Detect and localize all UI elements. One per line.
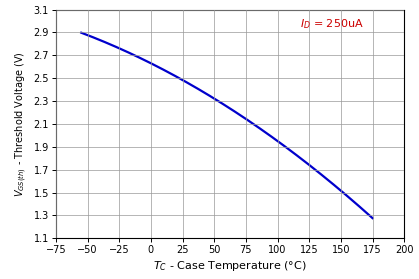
Text: $I_D$ = 250uA: $I_D$ = 250uA bbox=[300, 18, 364, 31]
Y-axis label: $V_{GS(th)}$ - Threshold Voltage (V): $V_{GS(th)}$ - Threshold Voltage (V) bbox=[14, 51, 29, 197]
X-axis label: $T_C$ - Case Temperature (°C): $T_C$ - Case Temperature (°C) bbox=[153, 259, 307, 273]
